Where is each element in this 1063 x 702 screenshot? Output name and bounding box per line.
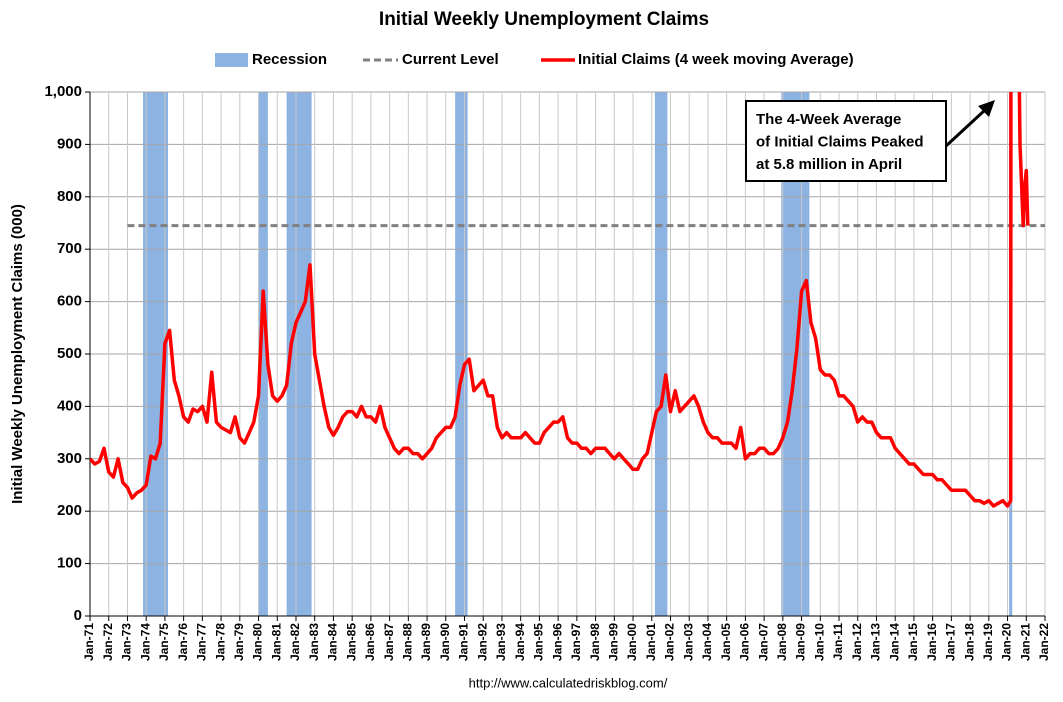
x-tick-label: Jan-87 [382,623,396,661]
x-tick-label: Jan-77 [195,623,209,661]
x-tick-label: Jan-08 [775,623,789,661]
annotation-arrow [944,108,987,148]
x-tick-label: Jan-10 [812,623,826,661]
x-tick-label: Jan-15 [906,623,920,661]
x-tick-label: Jan-06 [738,623,752,661]
y-tick-label: 600 [57,293,82,310]
y-tick-label: 700 [57,240,82,257]
x-tick-label: Jan-19 [981,623,995,661]
x-tick-label: Jan-79 [232,623,246,661]
x-tick-label: Jan-04 [700,623,714,661]
source: http://www.calculatedriskblog.com/ [469,675,668,690]
x-tick-label: Jan-03 [681,623,695,661]
x-tick-label: Jan-72 [101,623,115,661]
x-tick-label: Jan-97 [569,623,583,661]
x-tick-label: Jan-22 [1037,623,1051,661]
x-tick-label: Jan-96 [550,623,564,661]
x-tick-label: Jan-05 [719,623,733,661]
x-tick-label: Jan-93 [494,623,508,661]
chart-title: Initial Weekly Unemployment Claims [379,9,709,30]
x-tick-label: Jan-18 [962,623,976,661]
y-tick-label: 0 [74,607,82,624]
x-tick-label: Jan-88 [401,623,415,661]
annotation-text: at 5.8 million in April [756,156,902,173]
x-tick-label: Jan-84 [326,623,340,661]
y-tick-label: 100 [57,555,82,572]
x-tick-label: Jan-14 [887,623,901,661]
annotation-arrowhead [978,100,995,117]
x-tick-label: Jan-80 [251,623,265,661]
x-tick-label: Jan-99 [606,623,620,661]
y-tick-label: 1,000 [44,83,82,100]
legend-label: Initial Claims (4 week moving Average) [578,51,854,68]
annotation-text: The 4-Week Average [756,111,901,128]
x-tick-label: Jan-02 [663,623,677,661]
x-tick-label: Jan-21 [1018,623,1032,661]
legend-swatch [215,53,248,67]
x-tick-label: Jan-71 [82,623,96,661]
x-tick-label: Jan-83 [307,623,321,661]
x-tick-label: Jan-16 [925,623,939,661]
y-tick-label: 800 [57,188,82,205]
x-tick-label: Jan-90 [438,623,452,661]
x-tick-label: Jan-11 [831,623,845,661]
y-tick-label: 900 [57,135,82,152]
x-tick-label: Jan-81 [269,623,283,661]
x-tick-label: Jan-09 [794,623,808,661]
x-tick-label: Jan-17 [944,623,958,661]
x-tick-label: Jan-00 [625,623,639,661]
legend-label: Current Level [402,51,499,68]
y-axis-label: Initial Weekly Unemployment Claims (000) [9,204,26,504]
x-tick-label: Jan-91 [457,623,471,661]
x-tick-label: Jan-13 [869,623,883,661]
x-tick-label: Jan-89 [419,623,433,661]
x-tick-label: Jan-86 [363,623,377,661]
x-tick-label: Jan-82 [288,623,302,661]
annotation-text: of Initial Claims Peaked [756,133,924,150]
y-tick-label: 200 [57,502,82,519]
annotation-box [745,100,947,182]
x-tick-label: Jan-20 [1000,623,1014,661]
y-tick-label: 500 [57,345,82,362]
x-tick-label: Jan-94 [513,623,527,661]
legend-label: Recession [252,51,327,68]
x-tick-label: Jan-85 [344,623,358,661]
x-tick-label: Jan-74 [138,623,152,661]
x-tick-label: Jan-95 [532,623,546,661]
x-tick-label: Jan-75 [157,623,171,661]
x-tick-label: Jan-01 [644,623,658,661]
x-tick-label: Jan-76 [176,623,190,661]
x-tick-label: Jan-98 [588,623,602,661]
y-tick-label: 300 [57,450,82,467]
x-tick-label: Jan-73 [120,623,134,661]
x-tick-label: Jan-07 [756,623,770,661]
x-tick-label: Jan-92 [475,623,489,661]
x-tick-label: Jan-78 [213,623,227,661]
y-tick-label: 400 [57,397,82,414]
claims-line [90,92,1030,508]
x-tick-label: Jan-12 [850,623,864,661]
